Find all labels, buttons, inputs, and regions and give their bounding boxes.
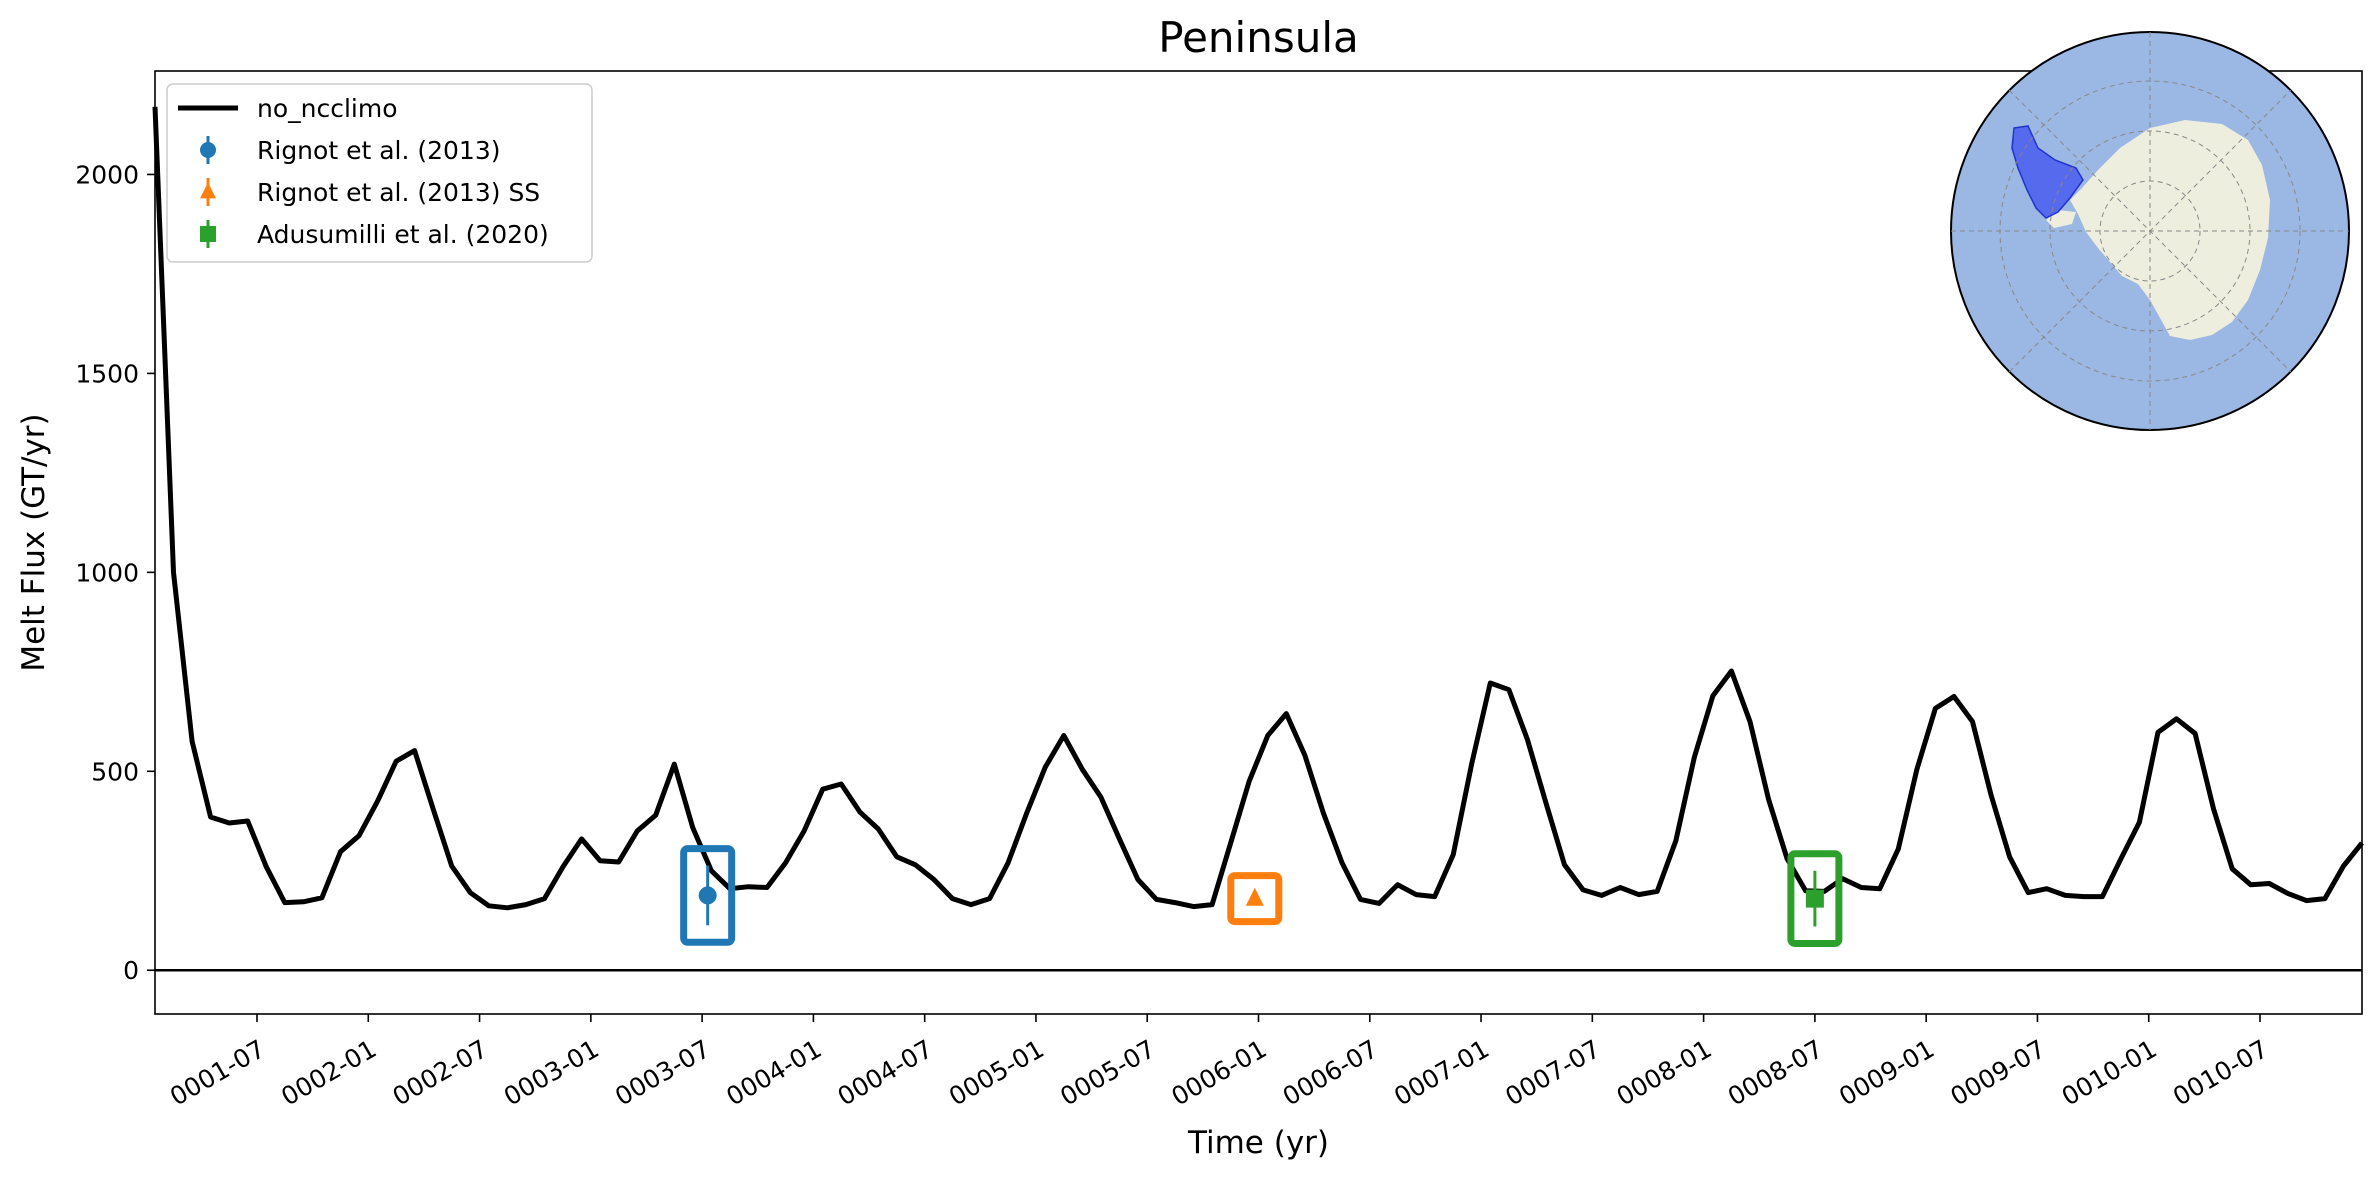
x-axis-label: Time (yr) [1187, 1125, 1329, 1161]
y-axis-label: Melt Flux (GT/yr) [16, 413, 52, 671]
legend-frame [166, 83, 593, 263]
antarctica-inset-map [1950, 31, 2350, 431]
x-tick-label: 0001-07 [165, 1034, 270, 1111]
data-layer [152, 106, 2364, 911]
x-tick-label: 0004-07 [833, 1034, 938, 1111]
observations-layer [680, 845, 1843, 947]
y-tick-label: 1000 [75, 558, 139, 587]
y-tick-label: 500 [91, 757, 139, 786]
legend-marker-icon [200, 182, 216, 199]
x-tick-label: 0010-01 [2057, 1034, 2162, 1111]
legend-label: Adusumilli et al. (2020) [257, 220, 549, 249]
x-tick-label: 0005-01 [944, 1034, 1049, 1111]
x-tick-label: 0008-07 [1723, 1034, 1828, 1111]
legend-marker-icon [200, 226, 216, 242]
antarctica-land [2070, 120, 2270, 340]
meridian-line [2008, 89, 2292, 373]
x-tick-label: 0007-01 [1389, 1034, 1494, 1111]
x-tick-label: 0010-07 [2168, 1034, 2273, 1111]
x-tick-label: 0006-07 [1278, 1034, 1383, 1111]
x-tick-label: 0002-01 [276, 1034, 381, 1111]
observation-point [698, 886, 717, 905]
x-tick-label: 0003-07 [610, 1034, 715, 1111]
highlight-box [1787, 850, 1843, 947]
x-tick-label: 0008-01 [1612, 1034, 1717, 1111]
x-tick-label: 0009-01 [1834, 1034, 1939, 1111]
highlight-box [1227, 872, 1283, 926]
observation-point [1245, 887, 1264, 906]
y-tick-label: 0 [123, 956, 139, 985]
highlight-box [680, 845, 736, 946]
x-tick-label: 0005-07 [1055, 1034, 1160, 1111]
legend-marker-icon [200, 142, 216, 158]
x-tick-label: 0009-07 [1945, 1034, 2050, 1111]
y-tick-label: 1500 [75, 359, 139, 388]
peninsula-region [2011, 125, 2084, 219]
x-tick-label: 0007-07 [1500, 1034, 1605, 1111]
legend-label: Rignot et al. (2013) SS [257, 178, 540, 207]
legend-label: no_ncclimo [257, 94, 398, 123]
series-line-no_ncclimo [152, 106, 2364, 911]
x-tick-label: 0006-01 [1167, 1034, 1272, 1111]
x-tick-label: 0003-01 [499, 1034, 604, 1111]
x-tick-label: 0004-01 [721, 1034, 826, 1111]
chart-title: Peninsula [1158, 13, 1358, 62]
legend-label: Rignot et al. (2013) [257, 136, 501, 165]
observation-point [1805, 889, 1824, 908]
plot-frame [154, 70, 2363, 1015]
legend: no_ncclimo Rignot et al. (2013) Rignot et … [166, 83, 593, 263]
y-tick-label: 2000 [75, 160, 139, 189]
x-tick-label: 0002-07 [388, 1034, 493, 1111]
